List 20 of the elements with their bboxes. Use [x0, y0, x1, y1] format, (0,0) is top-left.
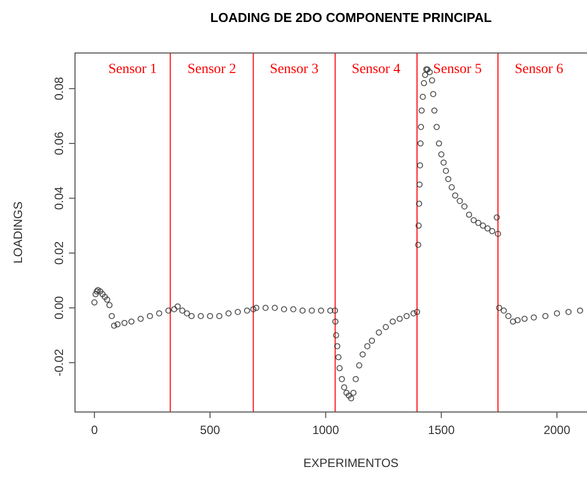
annotation: Sensor 2: [187, 62, 236, 77]
x-tick-label: 1500: [428, 423, 455, 437]
y-tick-label: 0.06: [52, 131, 66, 156]
x-tick-label: 0: [91, 423, 98, 437]
y-axis-title: LOADINGS: [11, 201, 25, 264]
y-tick-label: 0.08: [52, 76, 66, 100]
annotation: Sensor 6: [514, 62, 564, 77]
annotation: Sensor 3: [270, 62, 319, 77]
x-axis-title: EXPERIMENTOS: [303, 456, 399, 470]
x-tick-label: 500: [200, 423, 220, 437]
x-tick-label: 1000: [312, 423, 340, 437]
y-tick-label: 0.00: [52, 296, 66, 320]
y-tick-label: 0.02: [52, 241, 66, 265]
chart-title: LOADING DE 2DO COMPONENTE PRINCIPAL: [210, 10, 492, 25]
y-tick-label: -0.02: [52, 348, 66, 376]
annotation: Sensor 5: [433, 62, 482, 77]
y-tick-label: 0.04: [52, 186, 66, 210]
annotation: Sensor 1: [108, 62, 157, 77]
x-tick-label: 2000: [544, 423, 571, 437]
annotation: Sensor 4: [352, 62, 400, 77]
